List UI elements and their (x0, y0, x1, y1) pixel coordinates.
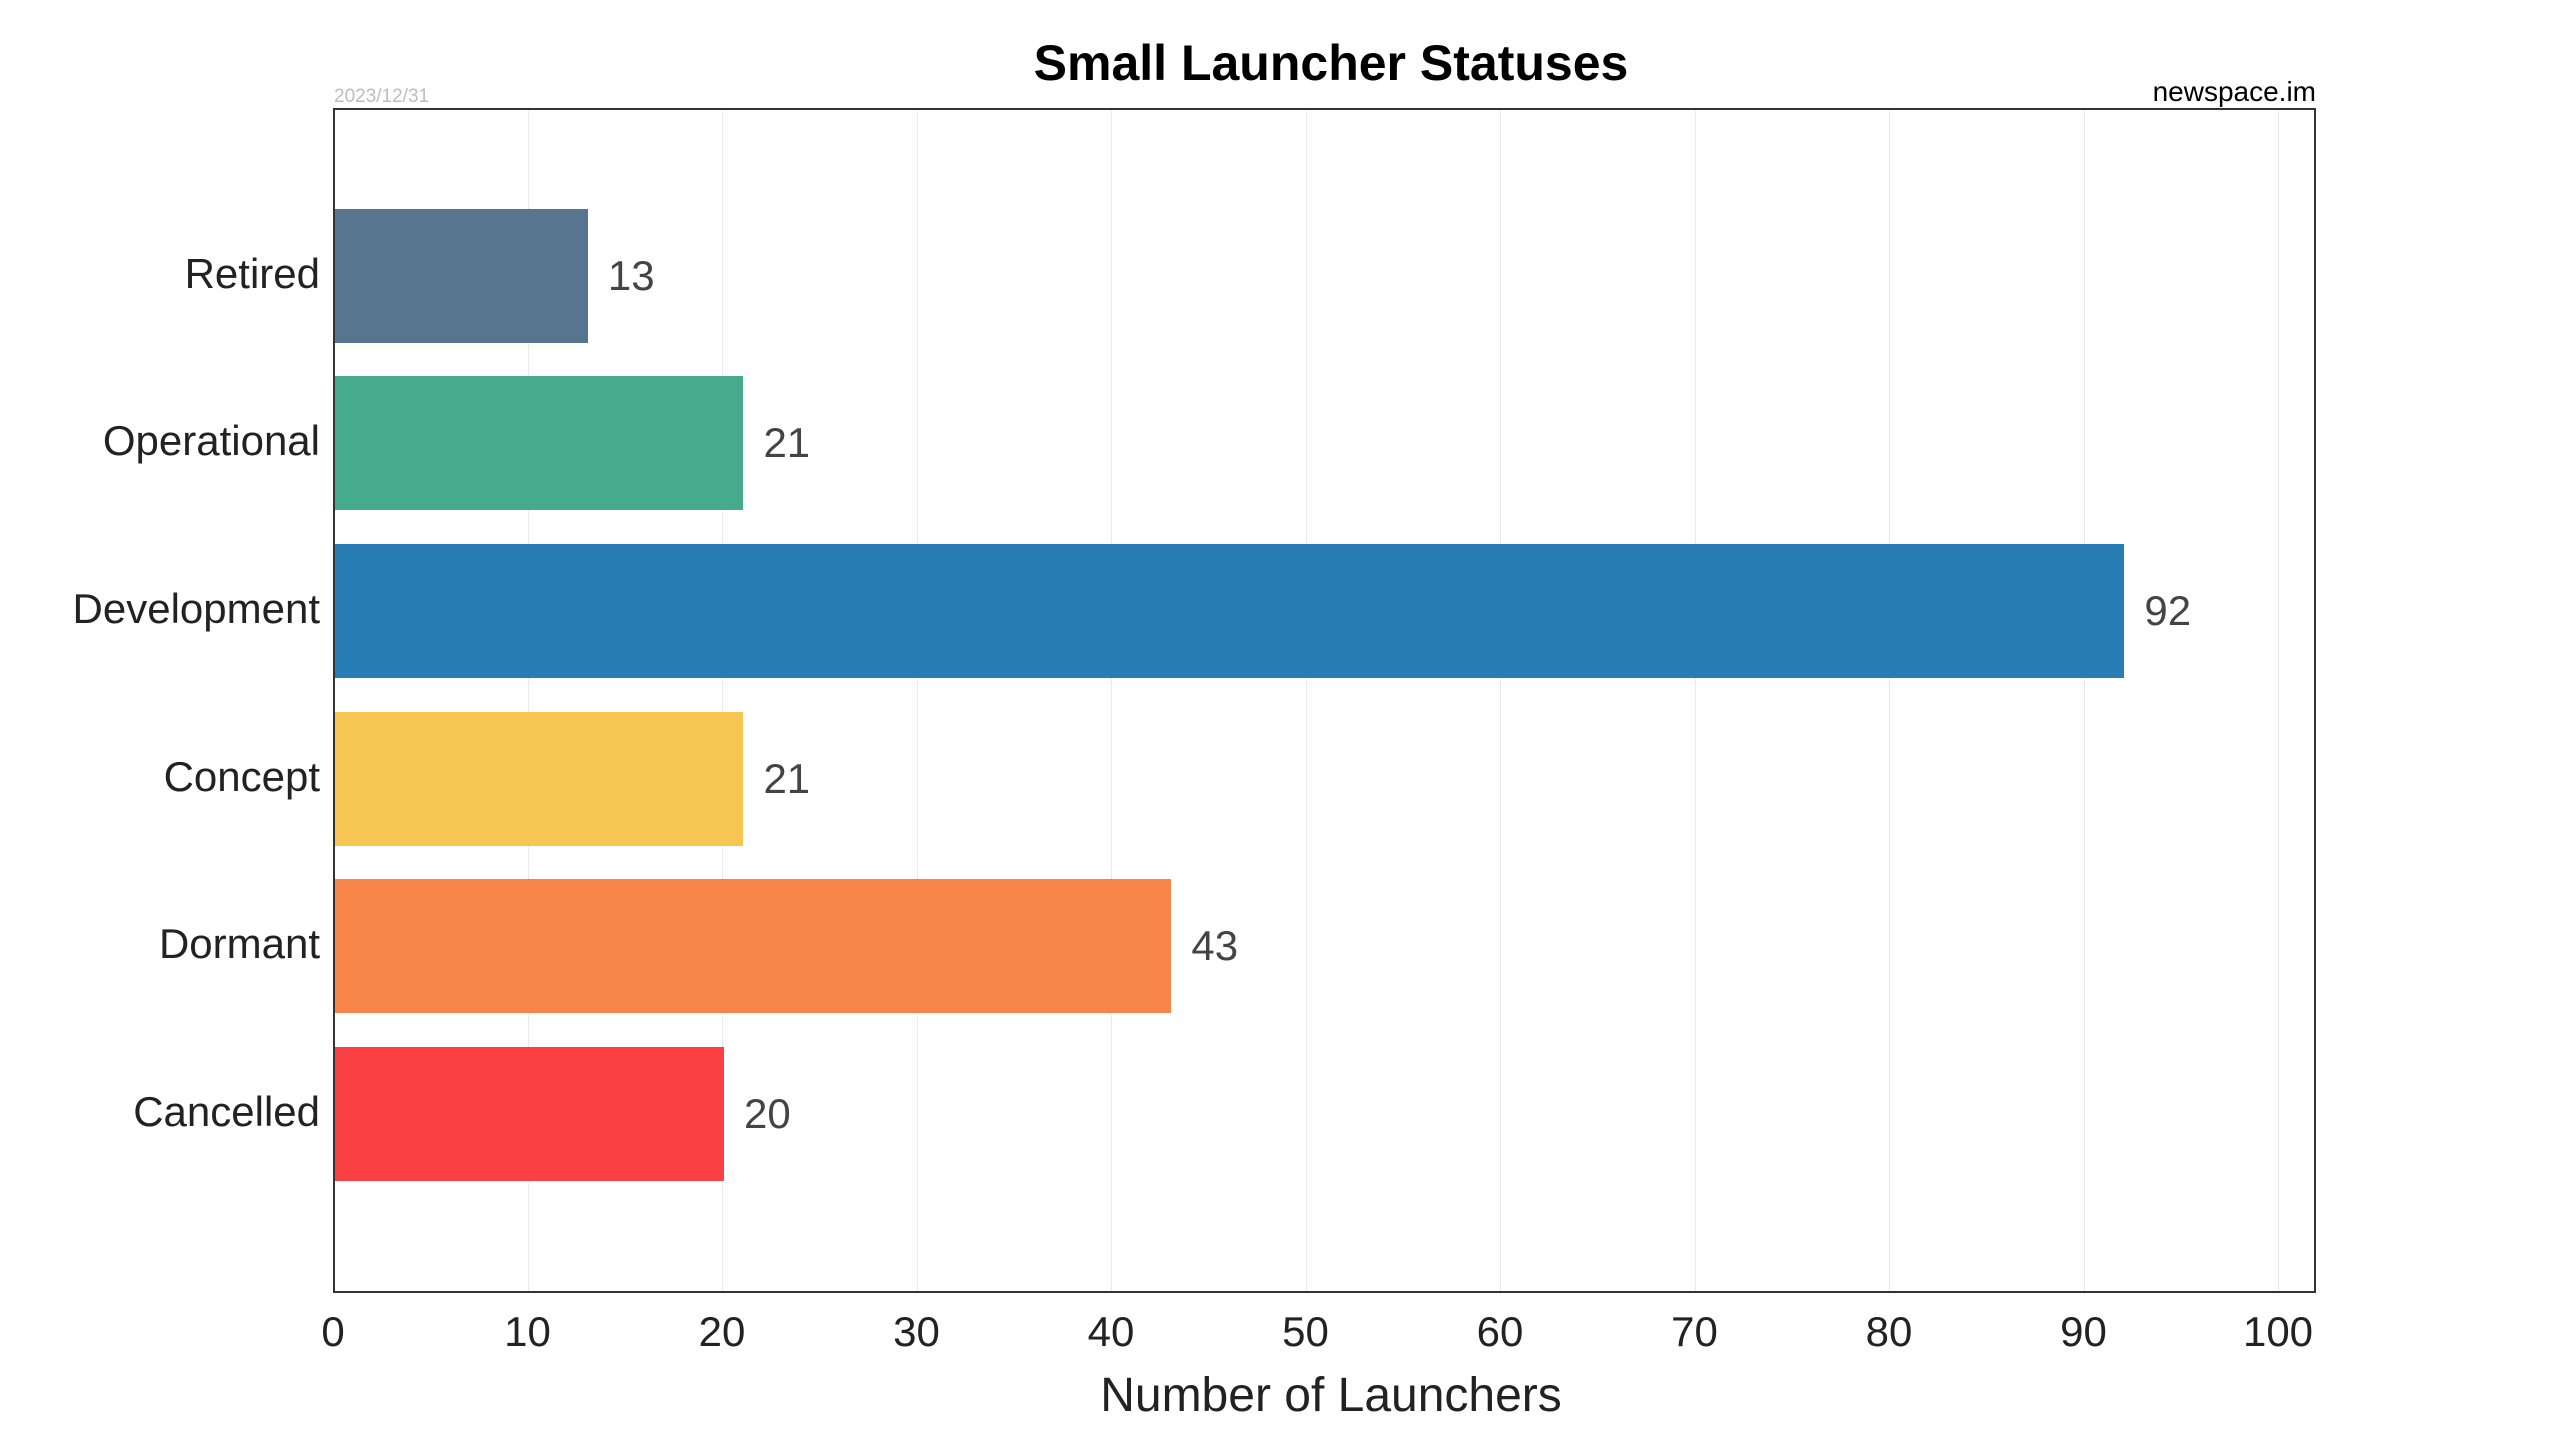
category-label: Retired (184, 250, 320, 297)
gridline (1111, 110, 1112, 1291)
bar-dormant (335, 879, 1172, 1013)
plot-area: 13 21 92 21 43 20 (333, 108, 2316, 1293)
category-label: Cancelled (133, 1088, 320, 1135)
bar-value-label: 21 (763, 419, 811, 466)
bar-development (335, 544, 2125, 678)
gridline (916, 110, 918, 1291)
date-label: 2023/12/31 (334, 86, 430, 107)
gridline (2278, 110, 2279, 1291)
gridline (1305, 110, 1307, 1291)
gridline (527, 110, 529, 1291)
x-tick-label: 90 (2060, 1308, 2107, 1355)
category-label: Development (72, 585, 320, 632)
source-label: newspace.im (2152, 76, 2316, 107)
bar-retired (335, 209, 588, 343)
x-tick-label: 40 (1087, 1308, 1135, 1355)
gridline (1889, 110, 1890, 1291)
category-label: Concept (163, 753, 320, 800)
x-tick-label: 30 (893, 1308, 940, 1355)
gridline (722, 110, 723, 1291)
category-label: Dormant (158, 920, 320, 967)
x-axis-label: Number of Launchers (1100, 1369, 1562, 1422)
x-tick-label: 60 (1476, 1308, 1524, 1355)
x-tick-label: 100 (2242, 1308, 2314, 1355)
bar-cancelled (335, 1047, 724, 1181)
gridline (2083, 110, 2085, 1291)
bar-value-label: 92 (2144, 587, 2192, 634)
bar-value-label: 13 (607, 252, 655, 299)
category-label: Operational (102, 417, 320, 464)
bar-operational (335, 376, 744, 510)
chart-title: Small Launcher Statuses (1033, 35, 1629, 91)
x-tick-label: 50 (1282, 1308, 1329, 1355)
gridline (1500, 110, 1501, 1291)
x-tick-label: 20 (698, 1308, 746, 1355)
x-tick-label: 10 (504, 1308, 551, 1355)
bar-value-label: 21 (763, 755, 811, 802)
x-tick-label: 0 (321, 1308, 345, 1355)
gridline (1694, 110, 1696, 1291)
bar-concept (335, 712, 744, 846)
x-tick-label: 80 (1865, 1308, 1913, 1355)
bar-value-label: 20 (744, 1090, 791, 1137)
bar-value-label: 43 (1191, 922, 1239, 969)
x-tick-label: 70 (1671, 1308, 1718, 1355)
